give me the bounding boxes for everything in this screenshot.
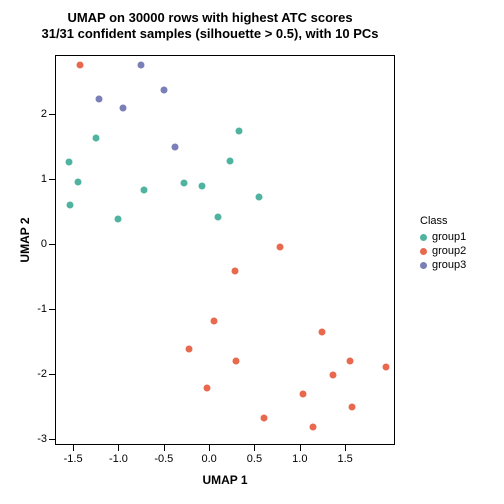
legend-swatch: [420, 234, 427, 241]
x-axis-label: UMAP 1: [55, 473, 395, 487]
x-tick-label: 0.5: [247, 453, 262, 465]
legend-swatch: [420, 248, 427, 255]
y-tick-label: -1: [27, 303, 47, 315]
data-point: [319, 328, 326, 335]
data-point: [67, 201, 74, 208]
x-tick: [73, 445, 74, 451]
data-point: [160, 87, 167, 94]
data-point: [186, 345, 193, 352]
legend-title: Class: [420, 215, 466, 227]
data-point: [215, 213, 222, 220]
data-point: [198, 183, 205, 190]
legend-item: group3: [420, 259, 466, 271]
x-tick: [254, 445, 255, 451]
legend-item: group1: [420, 231, 466, 243]
y-axis-label: UMAP 2: [18, 200, 32, 280]
legend-swatch: [420, 262, 427, 269]
x-tick-label: -1.0: [109, 453, 128, 465]
data-point: [231, 267, 238, 274]
x-tick-label: -1.5: [64, 453, 83, 465]
y-tick-label: 2: [27, 108, 47, 120]
data-point: [310, 424, 317, 431]
plot-area: [55, 55, 395, 445]
data-point: [346, 357, 353, 364]
legend-label: group2: [432, 245, 466, 257]
umap-scatter-chart: UMAP on 30000 rows with highest ATC scor…: [0, 0, 504, 504]
data-point: [138, 61, 145, 68]
data-point: [382, 364, 389, 371]
y-tick: [49, 179, 55, 180]
y-tick: [49, 309, 55, 310]
data-point: [260, 414, 267, 421]
y-tick: [49, 114, 55, 115]
data-point: [77, 61, 84, 68]
y-tick-label: -2: [27, 368, 47, 380]
y-tick: [49, 374, 55, 375]
data-point: [95, 96, 102, 103]
legend: Class group1 group2 group3: [420, 215, 466, 273]
data-point: [180, 180, 187, 187]
x-tick-label: -0.5: [154, 453, 173, 465]
data-point: [204, 384, 211, 391]
data-point: [276, 244, 283, 251]
legend-label: group3: [432, 259, 466, 271]
x-tick-label: 0.0: [201, 453, 216, 465]
data-point: [256, 193, 263, 200]
x-tick: [118, 445, 119, 451]
y-tick: [49, 439, 55, 440]
data-point: [226, 157, 233, 164]
legend-items: group1 group2 group3: [420, 231, 466, 271]
data-point: [65, 158, 72, 165]
data-point: [210, 317, 217, 324]
chart-title-line2: 31/31 confident samples (silhouette > 0.…: [41, 26, 378, 41]
x-tick: [345, 445, 346, 451]
data-point: [74, 178, 81, 185]
x-tick: [209, 445, 210, 451]
legend-label: group1: [432, 231, 466, 243]
y-tick-label: 1: [27, 173, 47, 185]
chart-title-line1: UMAP on 30000 rows with highest ATC scor…: [67, 10, 352, 25]
legend-item: group2: [420, 245, 466, 257]
data-point: [236, 128, 243, 135]
x-tick: [300, 445, 301, 451]
y-tick: [49, 244, 55, 245]
data-point: [171, 144, 178, 151]
data-point: [233, 357, 240, 364]
data-point: [92, 135, 99, 142]
data-point: [349, 404, 356, 411]
data-point: [140, 187, 147, 194]
data-point: [115, 215, 122, 222]
data-point: [330, 371, 337, 378]
chart-title: UMAP on 30000 rows with highest ATC scor…: [0, 10, 420, 43]
y-tick-label: -3: [27, 433, 47, 445]
x-tick: [164, 445, 165, 451]
x-tick-label: 1.5: [337, 453, 352, 465]
data-point: [120, 105, 127, 112]
data-point: [300, 391, 307, 398]
x-tick-label: 1.0: [292, 453, 307, 465]
